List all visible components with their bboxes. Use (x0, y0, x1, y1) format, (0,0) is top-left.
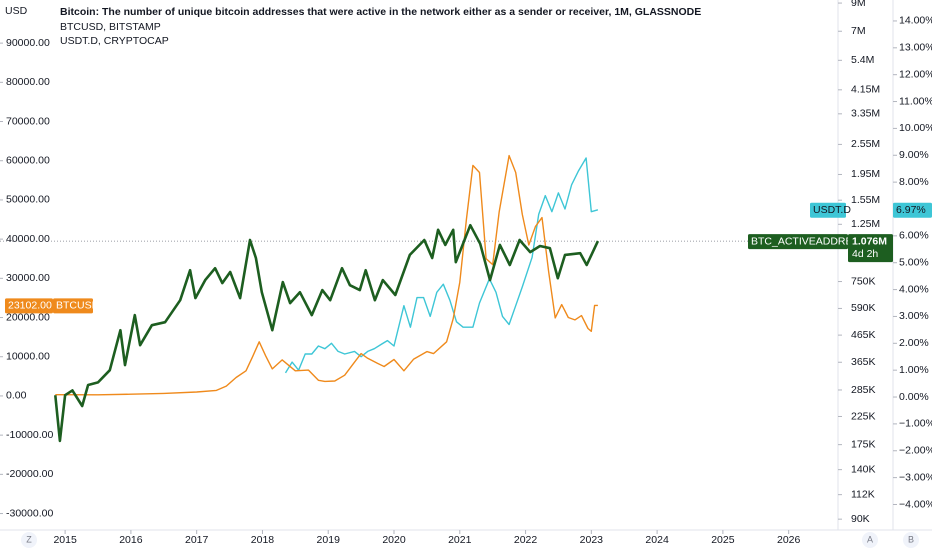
y3-tick-label: 1.55M (851, 194, 880, 206)
y2-tick-label: 6.00% (899, 230, 929, 242)
y2-tick-label: 3.00% (899, 310, 929, 322)
series-name-tag-bg (810, 202, 846, 218)
control-label[interactable]: A (867, 534, 873, 544)
y-tick-label: 0.00 (6, 390, 27, 402)
y-tick-label: 30000.00 (6, 272, 50, 284)
y3-tick-label: 7M (851, 25, 866, 37)
y-tick-label: -20000.00 (6, 468, 53, 480)
y3-tick-label: 175K (851, 438, 876, 450)
series-line (54, 223, 600, 443)
control-label[interactable]: B (908, 534, 914, 544)
y2-tick-label: −1.00% (899, 418, 932, 430)
y3-tick-label: 112K (851, 488, 875, 500)
last-value-label-bg (848, 234, 893, 263)
y2-tick-label: 13.00% (899, 42, 932, 54)
last-value-label-bg (893, 202, 932, 218)
series-name-tag: USDT.D (813, 204, 851, 216)
y3-tick-label: 590K (851, 302, 876, 314)
y3-tick-label: 225K (851, 410, 876, 422)
control-button[interactable] (903, 532, 919, 548)
legend-entry: USDT.D, CRYPTOCAP (60, 35, 169, 47)
y2-tick-label: −4.00% (899, 498, 932, 510)
y3-tick-label: 2.55M (851, 138, 880, 150)
series-name-tag-bg (748, 234, 848, 250)
y-tick-label: 10000.00 (6, 351, 50, 363)
last-value-label: 23102.00 (8, 300, 52, 312)
x-tick-label: 2022 (514, 534, 538, 546)
y-axis-label: USD (5, 5, 28, 17)
y-tick-label: -30000.00 (6, 507, 53, 519)
legend-entry: BTCUSD, BITSTAMP (60, 21, 161, 33)
last-value-label: 1.076M (852, 235, 887, 247)
x-tick-label: 2018 (251, 534, 275, 546)
y3-tick-label: 1.25M (851, 218, 880, 230)
y2-tick-label: 10.00% (899, 122, 932, 134)
y-tick-label: 90000.00 (6, 37, 50, 49)
control-label[interactable]: Z (26, 534, 32, 544)
y3-tick-label: 4.15M (851, 84, 880, 96)
y2-tick-label: 14.00% (899, 15, 932, 27)
y3-tick-label: 365K (851, 356, 876, 368)
x-tick-label: 2023 (580, 534, 604, 546)
y3-tick-label: 5.4M (851, 54, 874, 66)
series-name-tag: BTCUSD (56, 300, 100, 312)
y-tick-label: 70000.00 (6, 115, 50, 127)
x-tick-label: 2026 (777, 534, 801, 546)
x-tick-label: 2019 (317, 534, 341, 546)
y3-tick-label: 9M (851, 0, 866, 9)
y3-tick-label: 3.35M (851, 108, 880, 120)
x-tick-label: 2025 (711, 534, 735, 546)
y2-tick-label: 11.00% (899, 95, 932, 107)
y2-tick-label: −2.00% (899, 445, 932, 457)
y3-tick-label: 1.95M (851, 168, 880, 180)
y3-tick-label: 90K (851, 513, 870, 525)
chart-title: Bitcoin: The number of unique bitcoin ad… (60, 6, 701, 18)
y2-tick-label: 2.00% (899, 337, 929, 349)
y2-tick-label: 0.00% (899, 391, 929, 403)
control-button[interactable] (862, 532, 878, 548)
x-tick-label: 2021 (448, 534, 472, 546)
y-tick-label: 50000.00 (6, 194, 50, 206)
y2-tick-label: 5.00% (899, 256, 929, 268)
y2-tick-label: 1.00% (899, 364, 929, 376)
x-tick-label: 2016 (119, 534, 143, 546)
bar-countdown: 4d 2h (852, 248, 878, 260)
last-value-label: 6.97% (896, 204, 926, 216)
y3-tick-label: 285K (851, 384, 876, 396)
x-tick-label: 2024 (645, 534, 669, 546)
y2-tick-label: −3.00% (899, 471, 932, 483)
y2-tick-label: 4.00% (899, 283, 929, 295)
y3-tick-label: 750K (851, 275, 876, 287)
last-value-label-bg (5, 298, 53, 314)
y3-tick-label: 140K (851, 463, 876, 475)
y2-tick-label: 8.00% (899, 176, 929, 188)
series-name-tag-bg (53, 298, 93, 314)
x-tick-label: 2015 (53, 534, 77, 546)
y2-tick-label: 12.00% (899, 68, 932, 80)
y-tick-label: -10000.00 (6, 429, 53, 441)
x-tick-label: 2017 (185, 534, 209, 546)
y-tick-label: 20000.00 (6, 311, 50, 323)
y-tick-label: 80000.00 (6, 76, 50, 88)
y-tick-label: 60000.00 (6, 155, 50, 167)
series-line (284, 157, 599, 374)
series-line (55, 154, 598, 396)
y-tick-label: 40000.00 (6, 233, 50, 245)
y2-tick-label: 9.00% (899, 149, 929, 161)
control-button[interactable] (21, 532, 37, 548)
x-tick-label: 2020 (382, 534, 406, 546)
y3-tick-label: 465K (851, 329, 876, 341)
